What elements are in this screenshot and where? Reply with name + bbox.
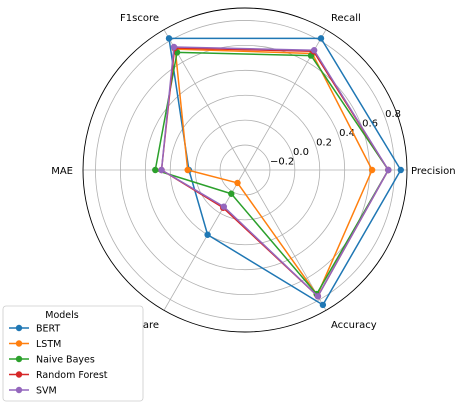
data-point-lstm [234, 179, 241, 187]
radial-tick-label: 0.8 [385, 109, 401, 120]
data-point-bert [204, 231, 211, 238]
data-point-bert [397, 166, 404, 174]
data-point-naive-bayes [152, 166, 159, 174]
data-point-lstm [368, 166, 376, 174]
data-point-svm [385, 166, 392, 174]
legend-item-bert: BERT [9, 324, 60, 335]
radial-tick-labels: −0.20.0 0.2 0.4 0.6 0.8 [270, 109, 401, 168]
legend-item-naive-bayes: Naive Bayes [9, 355, 95, 366]
data-point-svm [170, 43, 178, 51]
outer-frame [82, 7, 408, 333]
legend-swatch-marker [15, 355, 23, 363]
data-point-svm [310, 47, 318, 54]
legend-label: Random Forest [36, 370, 108, 381]
legend-item-svm: SVM [9, 386, 57, 397]
legend-label: BERT [36, 324, 60, 335]
data-point-svm [314, 293, 322, 300]
legend-swatch-marker [15, 324, 23, 332]
data-point-bert [165, 35, 173, 42]
axis-label-accuracy: Accuracy [331, 320, 377, 331]
legend-label: SVM [36, 386, 57, 397]
legend-label: LSTM [36, 339, 61, 350]
legend-swatch-marker [15, 340, 23, 347]
legend-item-random-forest: Random Forest [9, 370, 108, 381]
data-point-svm [220, 203, 228, 210]
legend-swatch-marker [15, 371, 23, 378]
radial-tick-label: 0.2 [316, 137, 332, 148]
axis-label-precision: Precision [411, 166, 456, 177]
legend-label: Naive Bayes [36, 355, 95, 366]
data-point-svm [158, 166, 165, 174]
legend: Models BERT LSTM Naive Bayes Random Forest S… [2, 305, 144, 402]
axis-label-recall: Recall [331, 13, 361, 24]
legend-title: Models [45, 310, 79, 321]
radial-tick-label: 0.0 [293, 147, 309, 158]
legend-items: BERT LSTM Naive Bayes Random Forest SVM [9, 324, 108, 397]
legend-box [2, 305, 144, 402]
series-layer [152, 35, 404, 309]
data-point-naive-bayes [228, 190, 235, 197]
radial-tick-label: −0.2 [270, 156, 294, 167]
axis-label-f1score: F1score [120, 13, 159, 24]
data-point-bert [317, 35, 325, 42]
data-point-bert [319, 301, 327, 309]
radial-tick-label: 0.4 [339, 128, 355, 139]
radial-tick-label: 0.6 [362, 118, 378, 129]
data-point-lstm [184, 166, 191, 174]
axis-label-mae: MAE [51, 166, 73, 177]
legend-item-lstm: LSTM [9, 339, 61, 350]
legend-swatch-marker [15, 386, 23, 394]
grid-spoke [244, 169, 327, 311]
series-svm [158, 43, 392, 300]
